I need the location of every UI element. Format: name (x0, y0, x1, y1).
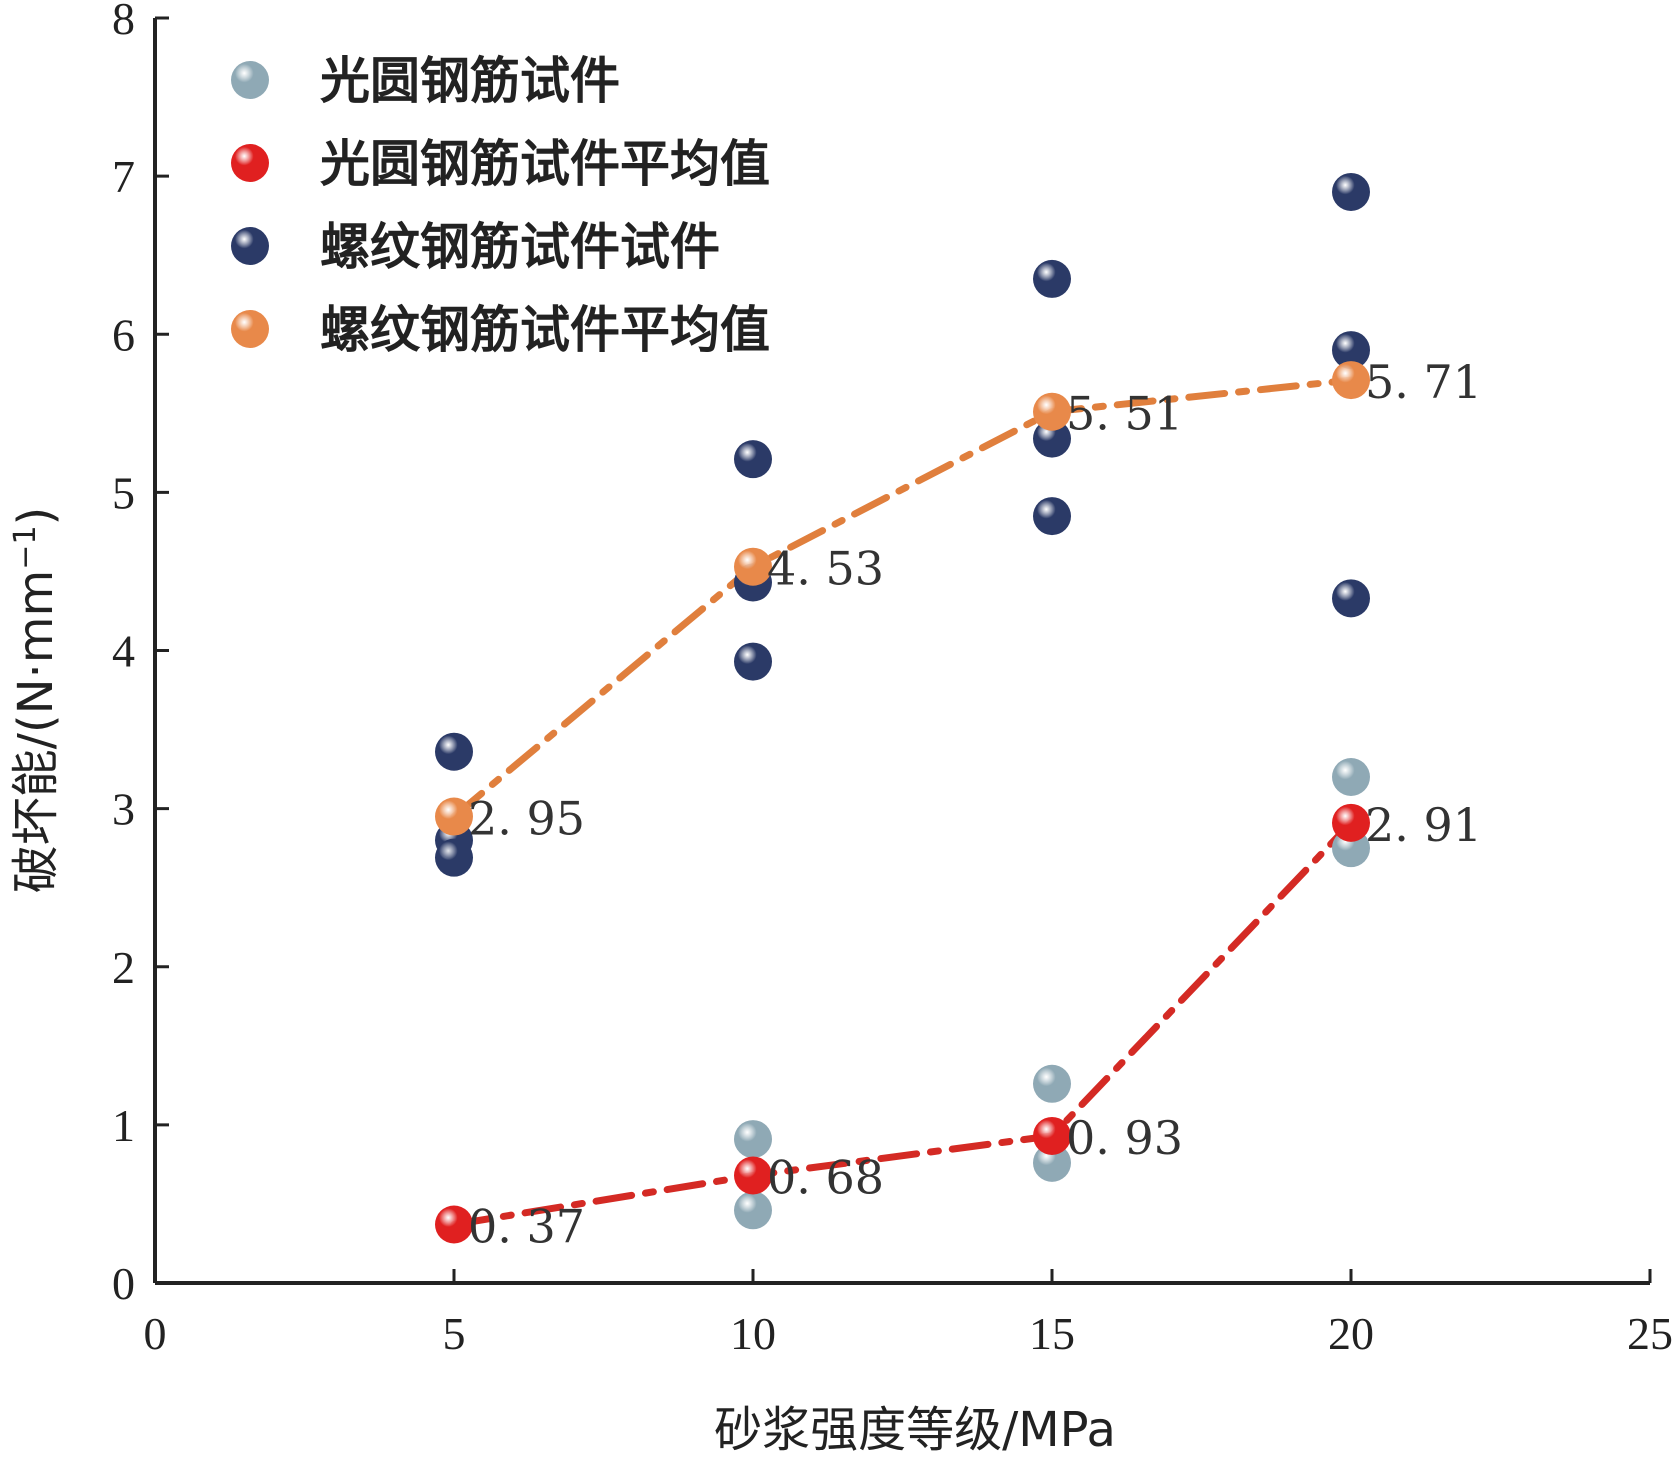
specimen-point-2-10 (1332, 331, 1370, 370)
y-tick-label-2: 2 (112, 942, 135, 993)
y-tick-label-6: 6 (112, 309, 135, 360)
mean-point-3-1 (734, 547, 772, 586)
legend-label-3: 螺纹钢筋试件平均值 (320, 301, 770, 359)
y-axis-title-superscript: −1 (8, 525, 43, 569)
mean-line-3 (450, 376, 1355, 820)
specimen-point-2-6 (1033, 259, 1071, 298)
legend-marker-3 (231, 310, 269, 348)
y-axis-title: 破坏能/(N·mm−1) (8, 507, 65, 894)
x-tick-label-2: 10 (730, 1308, 776, 1359)
specimen-point-0-4 (1332, 758, 1370, 796)
y-tick-label-4: 4 (112, 626, 135, 677)
data-label-3-3: 5. 71 (1365, 355, 1482, 409)
axes: 0 5 10 15 20 25 0 1 2 3 4 5 6 7 8 (112, 0, 1673, 1359)
data-labels: 0. 37 0. 68 0. 93 2. 91 2. 95 4. 53 5. 51 5. 71 (468, 355, 1482, 1253)
specimen-point-2-11 (1332, 579, 1370, 618)
specimen-point-2-9 (1332, 172, 1370, 211)
y-tick-label-7: 7 (112, 151, 135, 202)
mean-point-3-2 (1033, 392, 1071, 431)
specimen-point-2-5 (734, 642, 772, 681)
mean-point-1-0 (435, 1205, 473, 1244)
data-label-3-0: 2. 95 (468, 792, 585, 846)
legend-marker-1 (231, 144, 269, 182)
data-points (435, 172, 1370, 1244)
mean-point-3-0 (435, 797, 473, 836)
y-tick-label-0: 0 (112, 1258, 135, 1309)
specimen-point-2-0 (435, 732, 473, 771)
data-label-3-2: 5. 51 (1066, 387, 1183, 441)
specimen-point-0-3 (1033, 1143, 1071, 1182)
legend-label-1: 光圆钢筋试件平均值 (320, 135, 770, 193)
x-tick-label-5: 25 (1627, 1308, 1673, 1359)
y-tick-label-1: 1 (112, 1100, 135, 1151)
data-label-1-0: 0. 37 (468, 1199, 585, 1253)
specimen-point-0-2 (1033, 1064, 1071, 1103)
mean-line-1 (450, 819, 1355, 1228)
mean-point-1-2 (1033, 1116, 1071, 1155)
x-axis-title: 砂浆强度等级/MPa (714, 1402, 1116, 1458)
x-tick-label-1: 5 (443, 1308, 466, 1359)
specimen-point-2-3 (734, 440, 772, 479)
x-tick-label-0: 0 (144, 1308, 167, 1359)
mean-point-1-3 (1332, 803, 1370, 842)
specimen-point-0-0 (734, 1120, 772, 1159)
data-label-1-1: 0. 68 (767, 1150, 884, 1204)
mean-point-3-3 (1332, 361, 1370, 400)
y-axis-title-close: ) (8, 507, 64, 526)
x-tick-label-3: 15 (1029, 1308, 1075, 1359)
legend-marker-0 (231, 61, 269, 99)
specimen-point-0-1 (734, 1191, 772, 1230)
y-tick-label-5: 5 (112, 467, 135, 518)
data-label-1-3: 2. 91 (1365, 798, 1482, 852)
legend-label-0: 光圆钢筋试件 (320, 52, 620, 110)
data-label-3-1: 4. 53 (767, 542, 884, 596)
specimen-point-2-7 (1033, 419, 1071, 458)
specimen-point-2-2 (435, 838, 473, 877)
data-label-1-2: 0. 93 (1066, 1111, 1183, 1165)
y-tick-label-8: 8 (112, 0, 135, 44)
x-tick-label-4: 20 (1328, 1308, 1374, 1359)
series-lines (450, 376, 1355, 1228)
legend-label-2: 螺纹钢筋试件试件 (320, 218, 720, 276)
legend-marker-2 (231, 227, 269, 265)
y-tick-label-3: 3 (112, 784, 135, 835)
specimen-point-2-8 (1033, 497, 1071, 536)
mean-point-1-1 (734, 1156, 772, 1195)
